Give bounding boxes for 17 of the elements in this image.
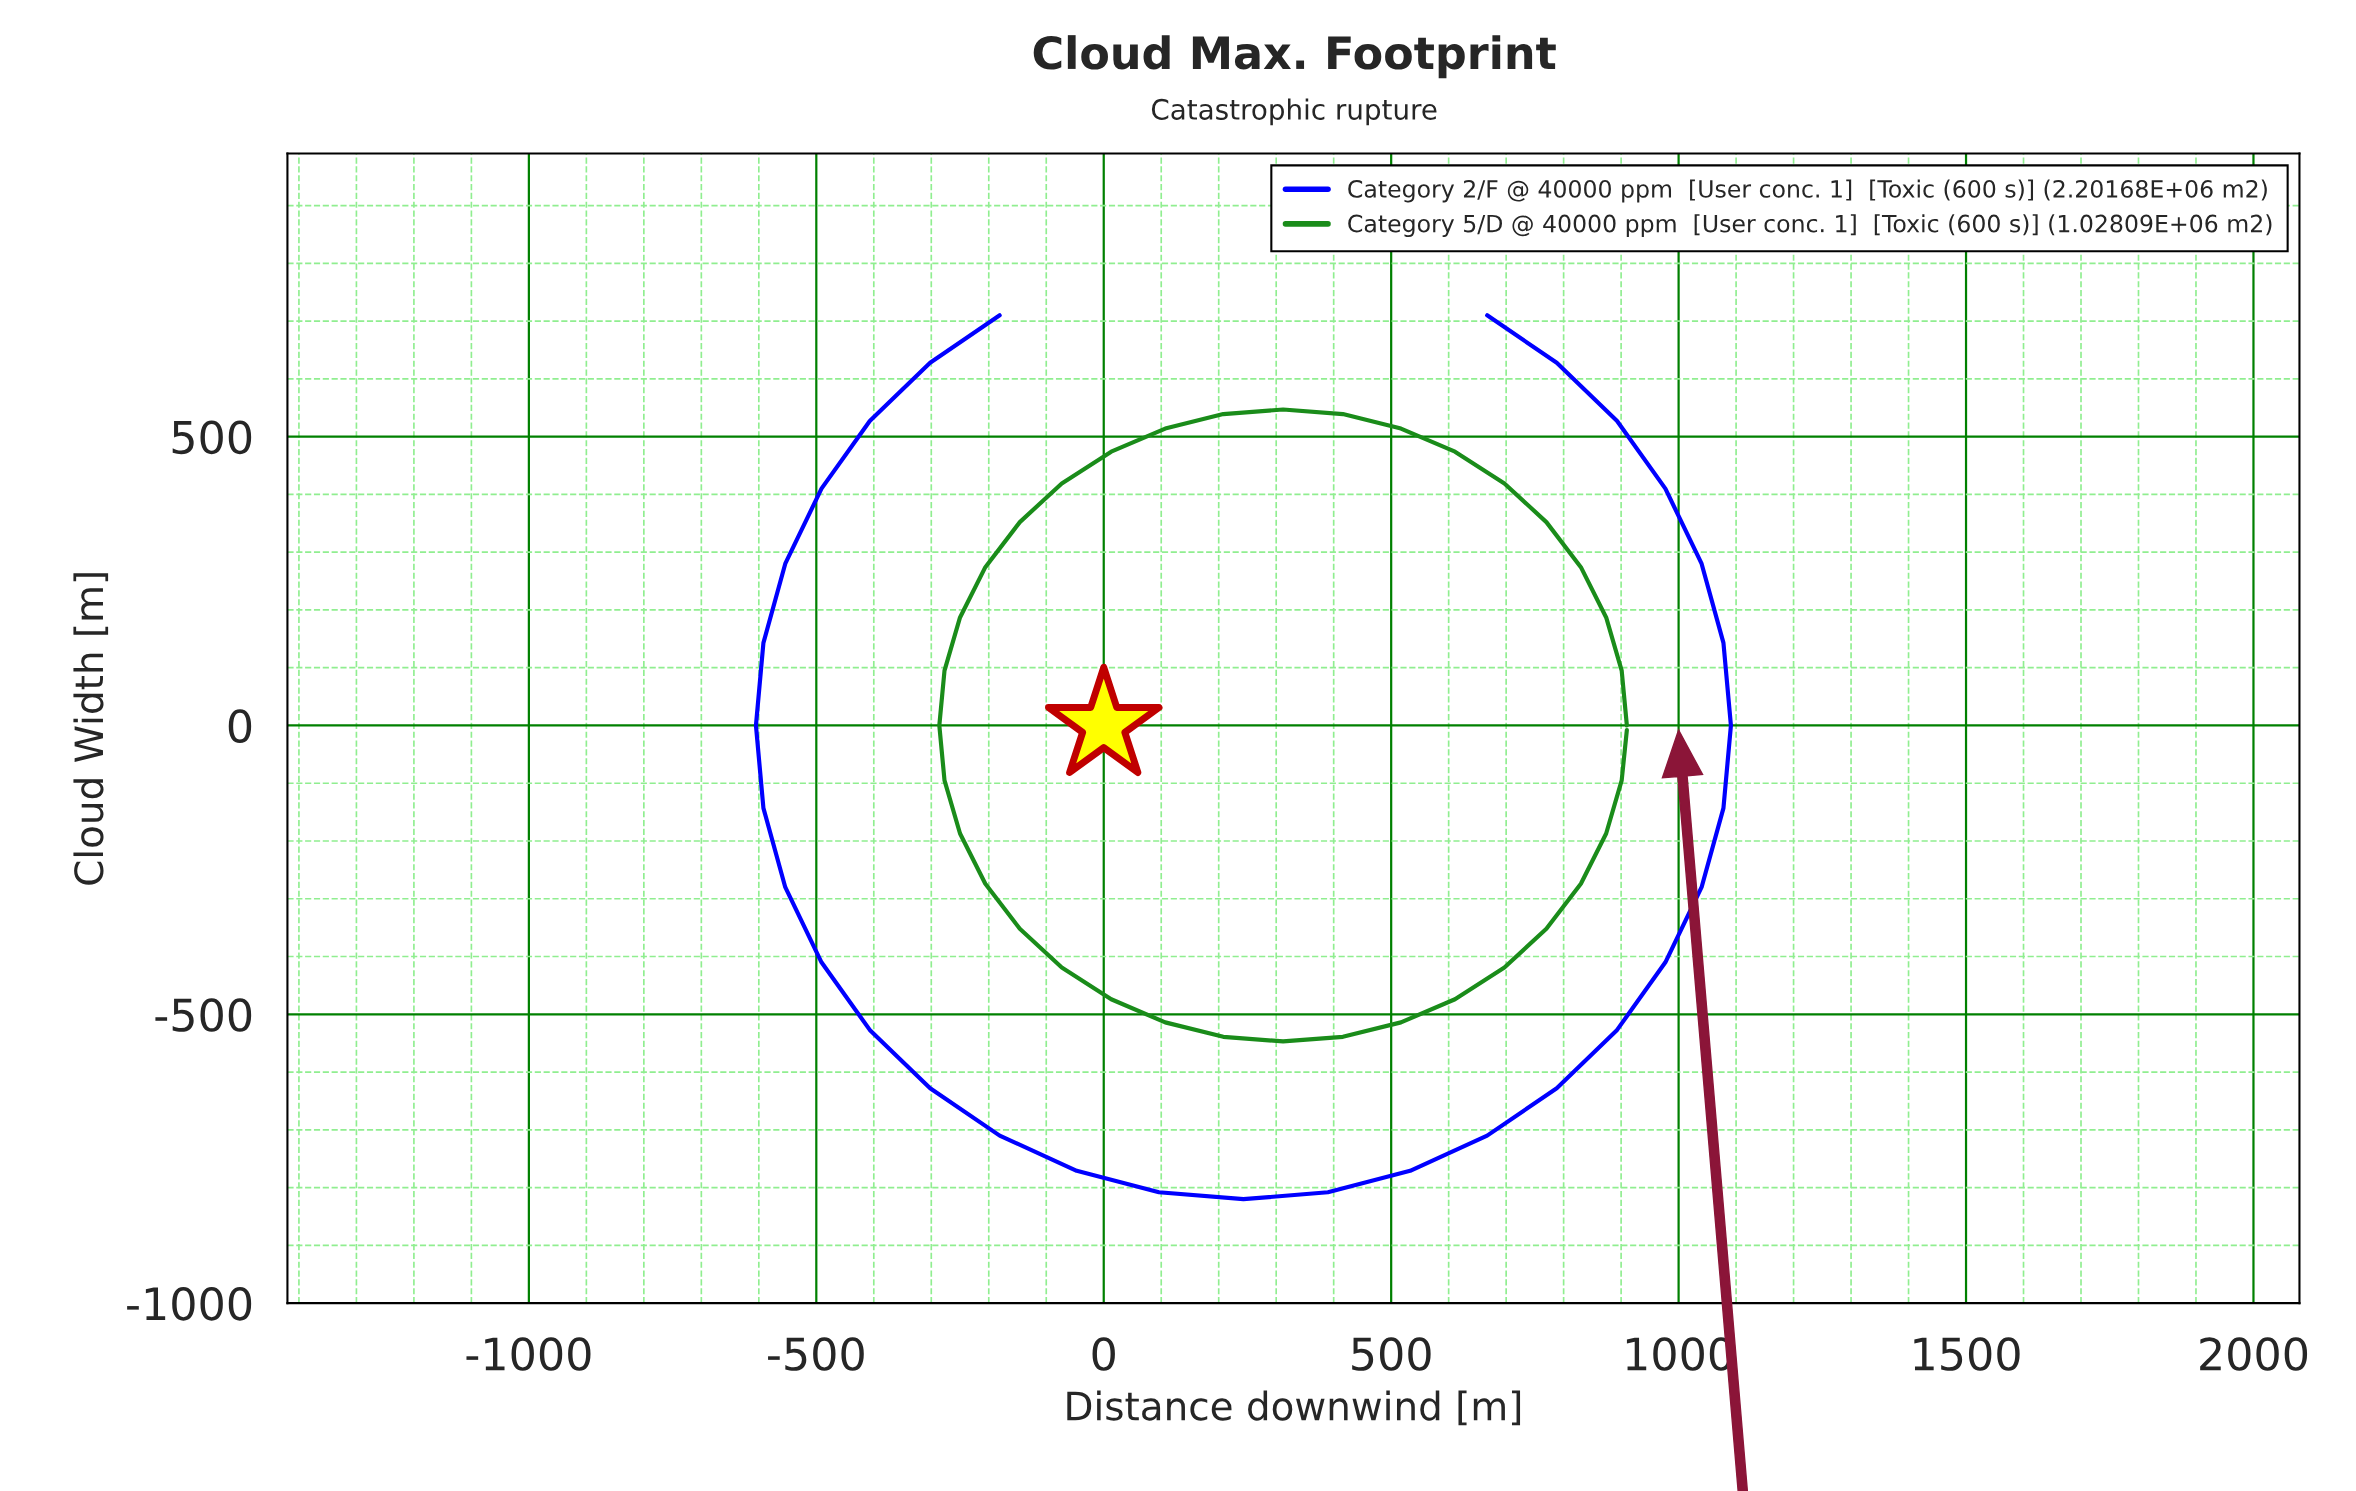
x-tick-label: -1000	[466, 1337, 591, 1371]
x-tick-label: 1500	[1914, 1337, 2020, 1371]
line-series	[937, 407, 1629, 1044]
x-tick-label: 0	[1092, 1337, 1115, 1371]
legend-label: Category 5/D @ 40000 ppm [User conc. 1] [Toxic (600 s)] (1.02809E+06 m2)	[1348, 214, 2272, 238]
y-tick-label: -1000	[127, 1287, 252, 1321]
x-tick-label: 500	[1352, 1337, 1431, 1371]
y-tick-label: -500	[155, 998, 252, 1032]
chart-subtitle: Catastrophic rupture	[1151, 98, 1437, 126]
y-tick-label: 0	[228, 709, 252, 743]
x-tick-label: 2000	[2200, 1337, 2308, 1371]
y-axis-title: Cloud Width [m]	[73, 573, 109, 885]
y-tick-label: 500	[172, 420, 252, 455]
x-tick-label: -500	[768, 1337, 864, 1371]
legend-label: Category 2/F @ 40000 ppm [User conc. 1] [Toxic (600 s)] (2.20168E+06 m2)	[1348, 179, 2267, 203]
x-axis-title: Distance downwind [m]	[1067, 1390, 1521, 1426]
chart-title: Cloud Max. Footprint	[1033, 35, 1556, 79]
